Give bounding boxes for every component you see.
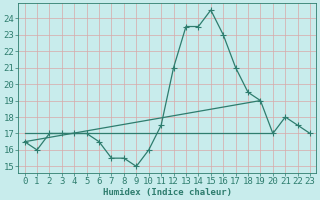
X-axis label: Humidex (Indice chaleur): Humidex (Indice chaleur) bbox=[103, 188, 232, 197]
